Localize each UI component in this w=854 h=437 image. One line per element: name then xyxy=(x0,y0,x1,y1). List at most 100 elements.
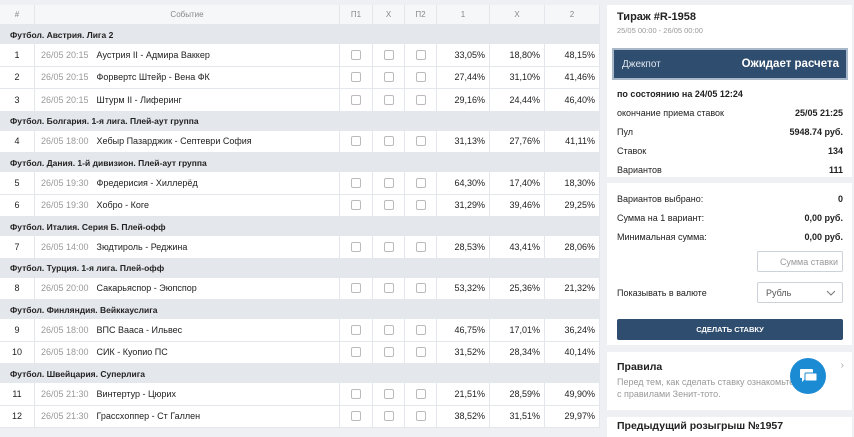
match-event: ВПС Вааса - Ильвес xyxy=(96,324,183,335)
selection-value: 0,00 руб. xyxy=(804,232,843,242)
info-label: Ставок xyxy=(617,146,647,156)
match-row: 2 26/05 20:15 Форвертс Штейр - Вена ФК 27,4… xyxy=(0,66,600,89)
checkbox[interactable] xyxy=(415,324,426,335)
checkbox[interactable] xyxy=(415,411,426,422)
checkbox[interactable] xyxy=(383,411,394,422)
match-number: 3 xyxy=(0,89,35,111)
checkbox[interactable] xyxy=(415,94,426,105)
checkbox[interactable] xyxy=(383,283,394,294)
match-event: Зюдтироль - Реджина xyxy=(96,241,188,252)
percent-x: 28,59% xyxy=(490,383,545,405)
percent-x: 28,34% xyxy=(490,341,545,363)
group-row: Футбол. Швейцария. Суперлига xyxy=(0,364,600,383)
match-event: Фредерисия - Хиллерёд xyxy=(96,177,198,188)
percent-p2: 41,46% xyxy=(545,66,600,88)
checkbox[interactable] xyxy=(383,200,394,211)
info-value: 134 xyxy=(827,146,843,156)
checkbox[interactable] xyxy=(415,49,426,60)
checkbox-cell xyxy=(340,277,373,299)
rules-text: Перед тем, как сделать ставку ознакомьте… xyxy=(617,377,804,399)
checkbox[interactable] xyxy=(415,283,426,294)
bet-card: Вариантов выбрано: 0 Сумма на 1 вариант: 0,… xyxy=(607,183,852,345)
percent-p1: 31,13% xyxy=(437,130,490,152)
checkbox[interactable] xyxy=(383,324,394,335)
checkbox-cell xyxy=(340,383,373,405)
checkbox-cell xyxy=(405,194,437,216)
column-header: Х xyxy=(373,5,405,24)
column-header: П1 xyxy=(340,5,373,24)
checkbox-cell xyxy=(373,341,405,363)
checkbox[interactable] xyxy=(415,177,426,188)
percent-x: 25,36% xyxy=(490,277,545,299)
group-row: Футбол. Финляндия. Вейккауслига xyxy=(0,300,600,319)
percent-p2: 36,24% xyxy=(545,319,600,341)
checkbox[interactable] xyxy=(415,388,426,399)
checkbox[interactable] xyxy=(351,49,361,60)
chat-button[interactable] xyxy=(788,356,828,396)
checkbox[interactable] xyxy=(383,49,394,60)
match-row: 1 26/05 20:15 Аустрия II - Адмира Ваккер 33… xyxy=(0,44,600,67)
currency-label: Показывать в валюте xyxy=(617,288,707,298)
checkbox[interactable] xyxy=(415,241,426,252)
checkbox-cell xyxy=(373,236,405,258)
checkbox[interactable] xyxy=(351,283,361,294)
checkbox[interactable] xyxy=(415,200,426,211)
match-event: Хебыр Пазарджик - Септеври София xyxy=(96,136,252,147)
checkbox-cell xyxy=(340,44,373,66)
checkbox-cell xyxy=(373,194,405,216)
percent-x: 24,44% xyxy=(490,89,545,111)
percent-p2: 21,32% xyxy=(545,277,600,299)
as-of: по состоянию на 24/05 12:24 xyxy=(617,89,743,99)
checkbox[interactable] xyxy=(383,347,394,358)
checkbox-cell xyxy=(340,341,373,363)
checkbox[interactable] xyxy=(351,388,361,399)
checkbox[interactable] xyxy=(351,136,361,147)
checkbox[interactable] xyxy=(351,241,361,252)
match-row: 5 26/05 19:30 Фредерисия - Хиллерёд 64,30% 1… xyxy=(0,172,600,195)
checkbox[interactable] xyxy=(383,94,394,105)
checkbox-cell xyxy=(340,172,373,194)
checkbox[interactable] xyxy=(383,241,394,252)
percent-x: 31,10% xyxy=(490,66,545,88)
percent-p2: 18,30% xyxy=(545,172,600,194)
place-bet-button[interactable]: СДЕЛАТЬ СТАВКУ xyxy=(617,319,843,340)
info-value: 5948.74 руб. xyxy=(789,127,843,137)
checkbox-cell xyxy=(340,236,373,258)
checkbox[interactable] xyxy=(351,94,361,105)
match-event: Форвертс Штейр - Вена ФК xyxy=(96,72,210,83)
percent-x: 18,80% xyxy=(490,44,545,66)
percent-p2: 29,25% xyxy=(545,194,600,216)
percent-x: 43,41% xyxy=(490,236,545,258)
column-header: # xyxy=(0,5,35,24)
prev-card[interactable]: Предыдущий розыгрыш №1957 xyxy=(607,417,852,437)
checkbox-cell xyxy=(405,172,437,194)
info-label: Вариантов xyxy=(617,165,662,175)
draw-period: 25/05 00:00 - 26/05 00:00 xyxy=(617,26,703,35)
checkbox[interactable] xyxy=(351,324,361,335)
checkbox[interactable] xyxy=(351,177,361,188)
arrow: › xyxy=(840,360,844,371)
checkbox[interactable] xyxy=(415,136,426,147)
selection-value: 0,00 руб. xyxy=(804,213,843,223)
checkbox[interactable] xyxy=(383,388,394,399)
checkbox[interactable] xyxy=(383,177,394,188)
checkbox-cell xyxy=(373,405,405,427)
checkbox[interactable] xyxy=(351,200,361,211)
checkbox[interactable] xyxy=(351,72,361,83)
percent-p2: 46,40% xyxy=(545,89,600,111)
checkbox[interactable] xyxy=(351,347,361,358)
column-header: П2 xyxy=(405,5,437,24)
match-date: 26/05 20:15 xyxy=(41,72,89,83)
match-row: 7 26/05 14:00 Зюдтироль - Реджина 28,53% 43,… xyxy=(0,236,600,259)
stake-input[interactable]: Сумма ставки xyxy=(757,251,843,272)
currency-select[interactable]: Рубль xyxy=(757,282,843,303)
percent-p1: 38,52% xyxy=(437,405,490,427)
percent-x: 31,51% xyxy=(490,405,545,427)
checkbox[interactable] xyxy=(383,72,394,83)
checkbox[interactable] xyxy=(383,136,394,147)
event-cell: 26/05 20:15 Аустрия II - Адмира Ваккер xyxy=(35,44,340,66)
checkbox[interactable] xyxy=(415,72,426,83)
checkbox[interactable] xyxy=(415,347,426,358)
group-row: Футбол. Австрия. Лига 2 xyxy=(0,25,600,44)
checkbox[interactable] xyxy=(351,411,361,422)
